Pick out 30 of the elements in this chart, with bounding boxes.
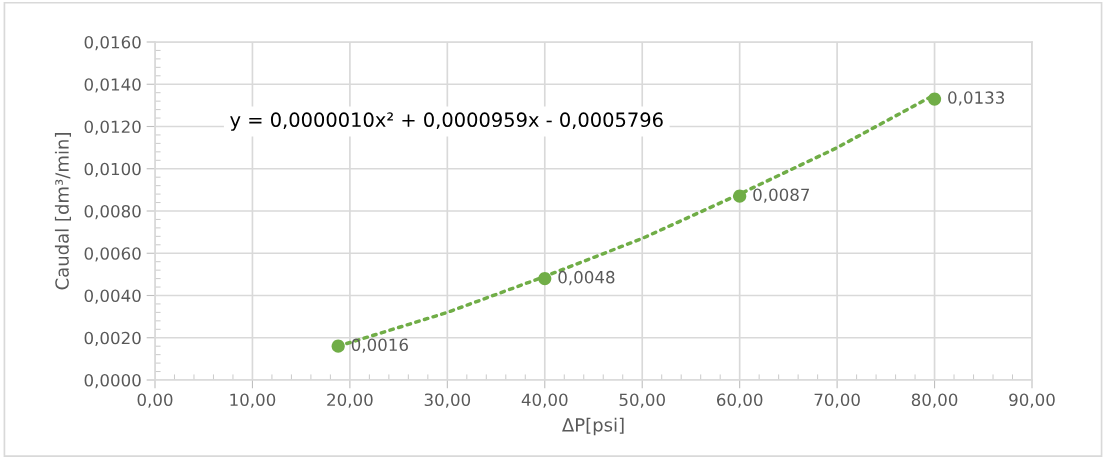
x-axis-title: ΔP[psi] [562, 417, 624, 436]
x-tick-label: 60,00 [716, 393, 763, 408]
point [331, 339, 345, 353]
data-label: 0,0087 [753, 188, 810, 203]
x-tick-label: 40,00 [521, 393, 568, 408]
point [733, 189, 747, 203]
point [927, 92, 942, 106]
x-tick-label: 50,00 [619, 393, 665, 408]
data-label: 0,0133 [948, 91, 1005, 106]
x-tick-label: 90,00 [1009, 393, 1055, 408]
y-tick-label: 0,0160 [84, 35, 141, 51]
x-tick-label: 10,00 [230, 393, 276, 408]
x-tick-label: 80,00 [911, 393, 958, 408]
y-tick-label: 0,0000 [84, 373, 141, 389]
x-tick-label: 20,00 [327, 393, 373, 408]
y-tick-label: 0,0100 [84, 162, 141, 178]
y-tick-label: 0,0140 [84, 78, 141, 93]
y-tick-label: 0,0080 [84, 204, 141, 220]
x-tick-label: 70,00 [814, 393, 860, 408]
data-label: 0,0048 [558, 270, 615, 286]
y-tick-label: 0,0020 [84, 331, 141, 347]
y-tick-label: 0,0120 [84, 120, 141, 135]
y-tick-label: 0,0040 [84, 289, 141, 304]
data-label: 0,0016 [351, 338, 408, 353]
annotation: y = 0,0000010x² + 0,0000959x - 0,0005796 [230, 112, 663, 131]
point [538, 272, 552, 286]
x-tick-label: 0,00 [137, 393, 173, 408]
y-tick-label: 0,0060 [84, 247, 141, 262]
y-axis-title: Caudal [dm³/min] [54, 133, 71, 290]
x-tick-label: 30,00 [424, 393, 471, 408]
